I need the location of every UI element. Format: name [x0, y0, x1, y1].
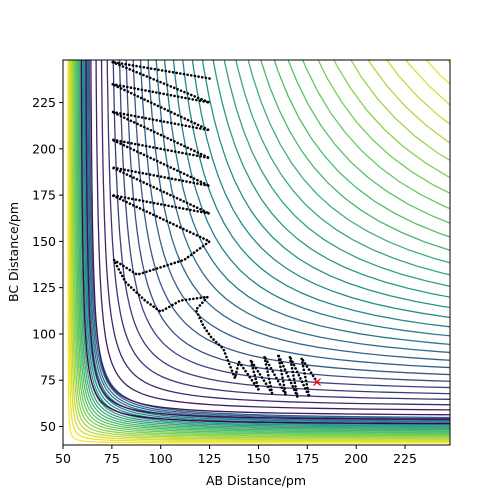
- x-tick-label: 200: [344, 451, 368, 466]
- y-tick-label: 100: [32, 326, 56, 341]
- x-tick-label: 50: [55, 451, 71, 466]
- y-tick-label: 125: [32, 280, 56, 295]
- y-tick-label: 175: [32, 188, 56, 203]
- x-tick-label: 100: [149, 451, 173, 466]
- x-tick-label: 125: [198, 451, 222, 466]
- x-tick-label: 175: [295, 451, 319, 466]
- y-axis-label: BC Distance/pm: [6, 202, 21, 302]
- x-axis-label: AB Distance/pm: [206, 473, 306, 488]
- x-tick-label: 225: [393, 451, 417, 466]
- y-tick-label: 200: [32, 141, 56, 156]
- y-tick-label: 150: [32, 234, 56, 249]
- x-tick-label: 150: [247, 451, 271, 466]
- y-tick-label: 225: [32, 95, 56, 110]
- y-tick-label: 50: [40, 419, 56, 434]
- x-tick-label: 75: [104, 451, 120, 466]
- y-tick-label: 75: [40, 373, 56, 388]
